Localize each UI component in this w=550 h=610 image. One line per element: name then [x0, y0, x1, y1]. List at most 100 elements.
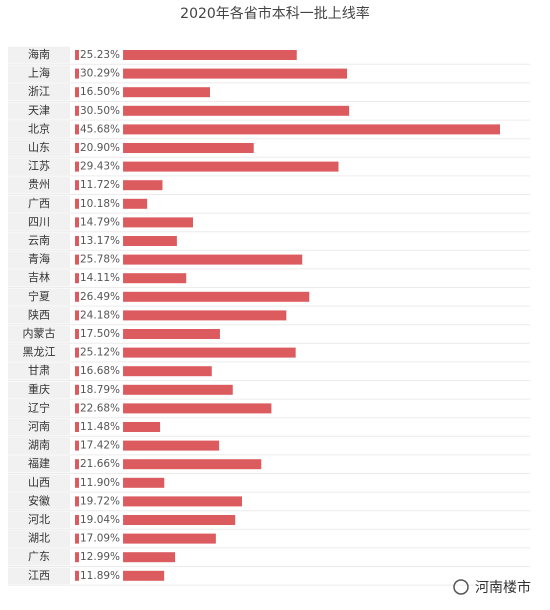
category-label: 黑龙江	[23, 346, 56, 359]
bar	[75, 347, 296, 358]
value-label-bg	[79, 494, 124, 509]
value-label-bg	[79, 550, 124, 565]
row-label-bg	[8, 83, 70, 101]
category-label: 内蒙古	[23, 326, 56, 340]
value-label-bg	[79, 252, 124, 267]
value-label: 17.42%	[80, 440, 120, 452]
category-label: 福建	[28, 456, 50, 470]
bar	[75, 310, 287, 321]
watermark-icon	[453, 579, 469, 595]
value-label: 13.17%	[80, 235, 120, 247]
value-label: 11.90%	[80, 477, 120, 489]
row-label-bg	[8, 493, 70, 510]
category-label: 海南	[28, 47, 50, 61]
bar	[75, 143, 254, 153]
value-label-bg	[79, 48, 124, 62]
bar	[75, 384, 233, 395]
category-label: 江苏	[28, 160, 50, 173]
bar	[75, 496, 242, 507]
row-label-bg	[8, 65, 70, 82]
row-label-bg	[8, 325, 70, 343]
category-label: 重庆	[28, 382, 50, 396]
bar	[75, 217, 193, 228]
bar	[75, 50, 297, 60]
bar	[75, 68, 348, 79]
row-label-bg	[8, 567, 70, 585]
row-label-bg	[8, 139, 70, 157]
row-label-bg	[8, 511, 70, 529]
value-label-bg	[79, 513, 124, 527]
value-label: 19.72%	[80, 495, 120, 507]
category-label: 广东	[28, 550, 50, 563]
category-label: 河北	[28, 513, 50, 526]
value-label: 10.18%	[80, 198, 120, 210]
value-label-bg	[79, 364, 124, 379]
value-label-bg	[79, 103, 124, 118]
bar	[75, 440, 220, 451]
bar	[75, 236, 177, 246]
watermark-text: 河南楼市	[475, 579, 531, 596]
row-label-bg	[8, 251, 70, 268]
bar	[75, 366, 212, 377]
value-label: 16.50%	[80, 86, 120, 98]
value-label-bg	[79, 531, 124, 546]
bar	[75, 161, 339, 172]
row-label-bg	[8, 344, 70, 361]
value-label: 14.79%	[80, 216, 120, 228]
value-label-bg	[79, 215, 124, 230]
category-label: 甘肃	[28, 364, 50, 377]
value-label-bg	[79, 568, 124, 583]
category-label: 贵州	[28, 178, 50, 191]
value-label-bg	[79, 308, 124, 323]
row-label-bg	[8, 530, 70, 547]
value-label: 21.66%	[80, 458, 120, 470]
value-label-bg	[79, 420, 124, 434]
category-label: 上海	[28, 66, 50, 80]
value-label-bg	[79, 401, 124, 416]
value-label-bg	[79, 475, 124, 490]
row-label-bg	[8, 232, 70, 250]
category-label: 浙江	[28, 85, 50, 98]
row-label-bg	[8, 437, 70, 454]
chart-title: 2020年各省市本科一批上线率	[180, 5, 370, 22]
bar	[75, 105, 350, 116]
value-label: 18.79%	[80, 384, 120, 396]
category-label: 山东	[28, 141, 50, 154]
bar	[75, 552, 176, 563]
value-label: 25.12%	[80, 347, 120, 359]
row-label-bg	[8, 158, 70, 175]
value-label: 30.29%	[80, 68, 120, 80]
bar	[75, 515, 236, 525]
category-label: 云南	[28, 234, 50, 247]
value-label-bg	[79, 196, 124, 211]
row-label-bg	[8, 455, 70, 473]
value-label-bg	[79, 327, 124, 341]
value-label: 17.09%	[80, 533, 120, 545]
row-label-bg	[8, 214, 70, 231]
value-label: 24.18%	[80, 309, 120, 321]
row-label-bg	[8, 474, 70, 492]
category-label: 四川	[28, 215, 50, 228]
value-label: 30.50%	[80, 105, 120, 117]
bar	[75, 124, 500, 135]
category-label: 辽宁	[28, 400, 50, 414]
value-label: 11.72%	[80, 179, 120, 191]
bar	[75, 87, 210, 98]
row-label-bg	[8, 121, 70, 138]
value-label: 25.23%	[80, 49, 120, 61]
value-label: 25.78%	[80, 254, 120, 266]
row-label-bg	[8, 46, 70, 64]
value-label: 11.89%	[80, 570, 120, 582]
row-label-bg	[8, 418, 70, 436]
row-label-bg	[8, 195, 70, 213]
value-label-bg	[79, 66, 124, 81]
category-label: 湖南	[28, 439, 50, 452]
value-label-bg	[79, 271, 124, 286]
value-label: 17.50%	[80, 328, 120, 340]
row-label-bg	[8, 269, 70, 287]
value-label-bg	[79, 289, 124, 304]
value-label: 20.90%	[80, 142, 120, 154]
row-label-bg	[8, 362, 70, 380]
value-label-bg	[79, 178, 124, 193]
